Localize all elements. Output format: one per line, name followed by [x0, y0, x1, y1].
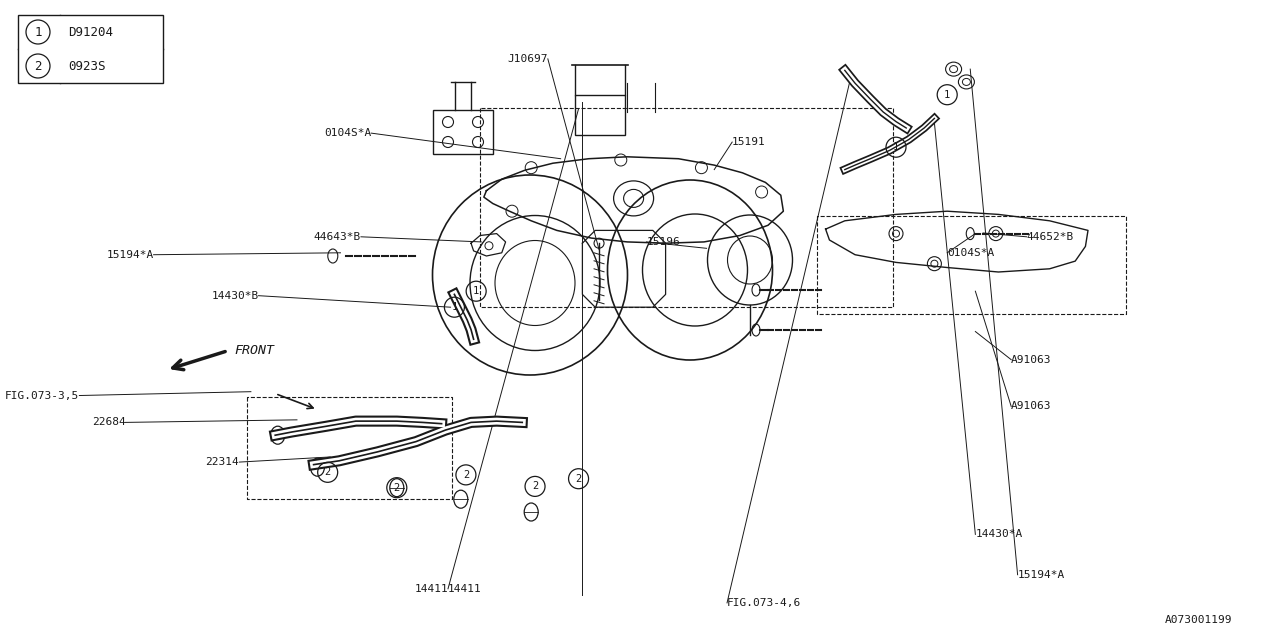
- Bar: [433, 110, 493, 154]
- Text: 2: 2: [325, 467, 330, 477]
- Text: 0104S*A: 0104S*A: [947, 248, 995, 258]
- Text: 22314: 22314: [206, 457, 239, 467]
- Text: A91063: A91063: [1011, 401, 1052, 412]
- Text: 0104S*A: 0104S*A: [324, 128, 371, 138]
- Text: FIG.073-4,6: FIG.073-4,6: [727, 598, 801, 608]
- Text: 44652*B: 44652*B: [1027, 232, 1074, 242]
- Text: FIG.073-3,5: FIG.073-3,5: [5, 390, 79, 401]
- Text: 22684: 22684: [92, 417, 125, 428]
- Text: 15194*A: 15194*A: [106, 250, 154, 260]
- Text: 2: 2: [532, 481, 538, 492]
- Text: 1: 1: [35, 26, 42, 38]
- Bar: [575, 95, 625, 135]
- Text: 0923S: 0923S: [68, 60, 105, 72]
- Text: 15191: 15191: [732, 137, 765, 147]
- Bar: [18, 15, 163, 83]
- Text: 1: 1: [452, 302, 457, 312]
- Text: 14411: 14411: [448, 584, 481, 594]
- Text: A91063: A91063: [1011, 355, 1052, 365]
- Text: 14430*A: 14430*A: [975, 529, 1023, 540]
- Text: A073001199: A073001199: [1165, 614, 1233, 625]
- Text: 14411: 14411: [415, 584, 448, 594]
- Text: 2: 2: [463, 470, 468, 480]
- Text: 2: 2: [394, 483, 399, 493]
- Text: 2: 2: [35, 60, 42, 72]
- Text: D91204: D91204: [68, 26, 113, 38]
- Text: 44643*B: 44643*B: [314, 232, 361, 242]
- Text: 1: 1: [474, 286, 479, 296]
- Text: 2: 2: [576, 474, 581, 484]
- Text: 14430*B: 14430*B: [211, 291, 259, 301]
- Text: 15196: 15196: [646, 237, 680, 247]
- Text: 1: 1: [893, 142, 899, 152]
- Text: 1: 1: [945, 90, 950, 100]
- Text: FRONT: FRONT: [234, 344, 274, 357]
- Text: 15194*A: 15194*A: [1018, 570, 1065, 580]
- Text: J10697: J10697: [507, 54, 548, 64]
